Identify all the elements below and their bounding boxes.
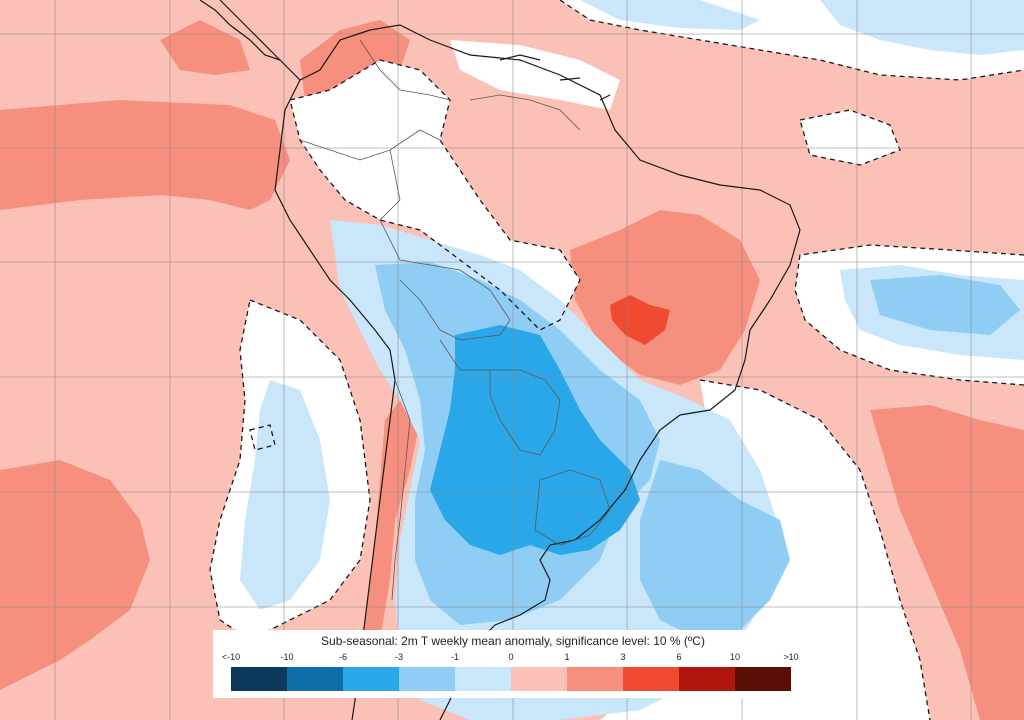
cool-light-atlantic-north	[580, 0, 760, 30]
legend-tick: -1	[450, 652, 460, 662]
legend-swatch	[511, 667, 567, 691]
legend-tick: -3	[394, 652, 404, 662]
cool-light-pacific	[240, 380, 330, 610]
border-bolivia	[399, 264, 511, 341]
contour-atlantic-spot	[799, 109, 901, 166]
border-uruguay	[534, 469, 611, 546]
neutral-amazon	[290, 60, 580, 330]
legend-swatch	[399, 667, 455, 691]
border-colombia-peru	[299, 129, 441, 161]
coastline-central-america	[199, 0, 281, 61]
cool-mid-atlantic-east	[870, 275, 1020, 335]
legend-tick: >10	[783, 652, 799, 662]
cool-light-atlantic-north-2	[820, 0, 1024, 55]
contour-amazon	[289, 59, 581, 331]
legend-swatch	[679, 667, 735, 691]
contour-atlantic-east	[794, 244, 1024, 386]
border-peru-brazil	[379, 149, 431, 266]
legend-swatch	[567, 667, 623, 691]
cool-strong-regions	[430, 325, 640, 555]
warm-region-pacific-north	[0, 100, 290, 210]
border-argentina-chile	[391, 379, 411, 601]
legend-tick: -10	[280, 652, 294, 662]
country-borders	[299, 39, 611, 601]
contour-atlantic-south	[699, 379, 931, 720]
warm-hotspot-brazil	[610, 295, 670, 345]
legend-swatch	[343, 667, 399, 691]
legend-swatch	[623, 667, 679, 691]
legend-color-bar	[231, 667, 791, 691]
legend-tick: 10	[729, 652, 741, 662]
legend-swatch	[287, 667, 343, 691]
legend-swatch	[455, 667, 511, 691]
warm-region-atlantic-east	[870, 405, 1024, 720]
legend-tick: 0	[508, 652, 514, 662]
coastline-caribbean-islands	[499, 54, 611, 101]
border-colombia-venezuela	[359, 39, 451, 101]
contour-atlantic-north	[559, 0, 1024, 81]
coastline-south-america	[219, 0, 801, 720]
coastline	[199, 0, 801, 720]
cool-mid-atlantic-south	[640, 460, 790, 640]
legend-tick: <-10	[221, 652, 241, 662]
legend-tick: -6	[338, 652, 348, 662]
warm-region-brazil	[570, 210, 760, 385]
legend-ticks: <-10 -10 -6 -3 -1 0 1 3 6 10 >10	[213, 652, 813, 666]
legend-panel: Sub-seasonal: 2m T weekly mean anomaly, …	[213, 630, 813, 698]
legend-swatch	[231, 667, 287, 691]
cool-strong-core	[430, 325, 640, 555]
contour-pacific-small	[249, 424, 276, 451]
legend-title: Sub-seasonal: 2m T weekly mean anomaly, …	[321, 634, 705, 648]
coastline-west	[274, 79, 396, 720]
neutral-atlantic-spot	[800, 110, 900, 165]
legend-tick: 3	[620, 652, 626, 662]
border-paraguay	[489, 369, 561, 456]
legend-tick: 1	[564, 652, 570, 662]
legend-tick: 6	[676, 652, 682, 662]
warm-region-pacific-south	[0, 460, 150, 690]
border-argentina-north	[439, 339, 490, 371]
legend-swatch	[735, 667, 791, 691]
border-guianas	[469, 94, 581, 131]
